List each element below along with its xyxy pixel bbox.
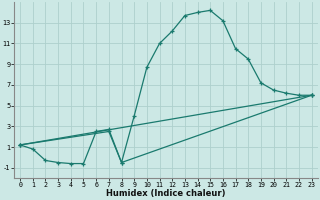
X-axis label: Humidex (Indice chaleur): Humidex (Indice chaleur) bbox=[106, 189, 226, 198]
